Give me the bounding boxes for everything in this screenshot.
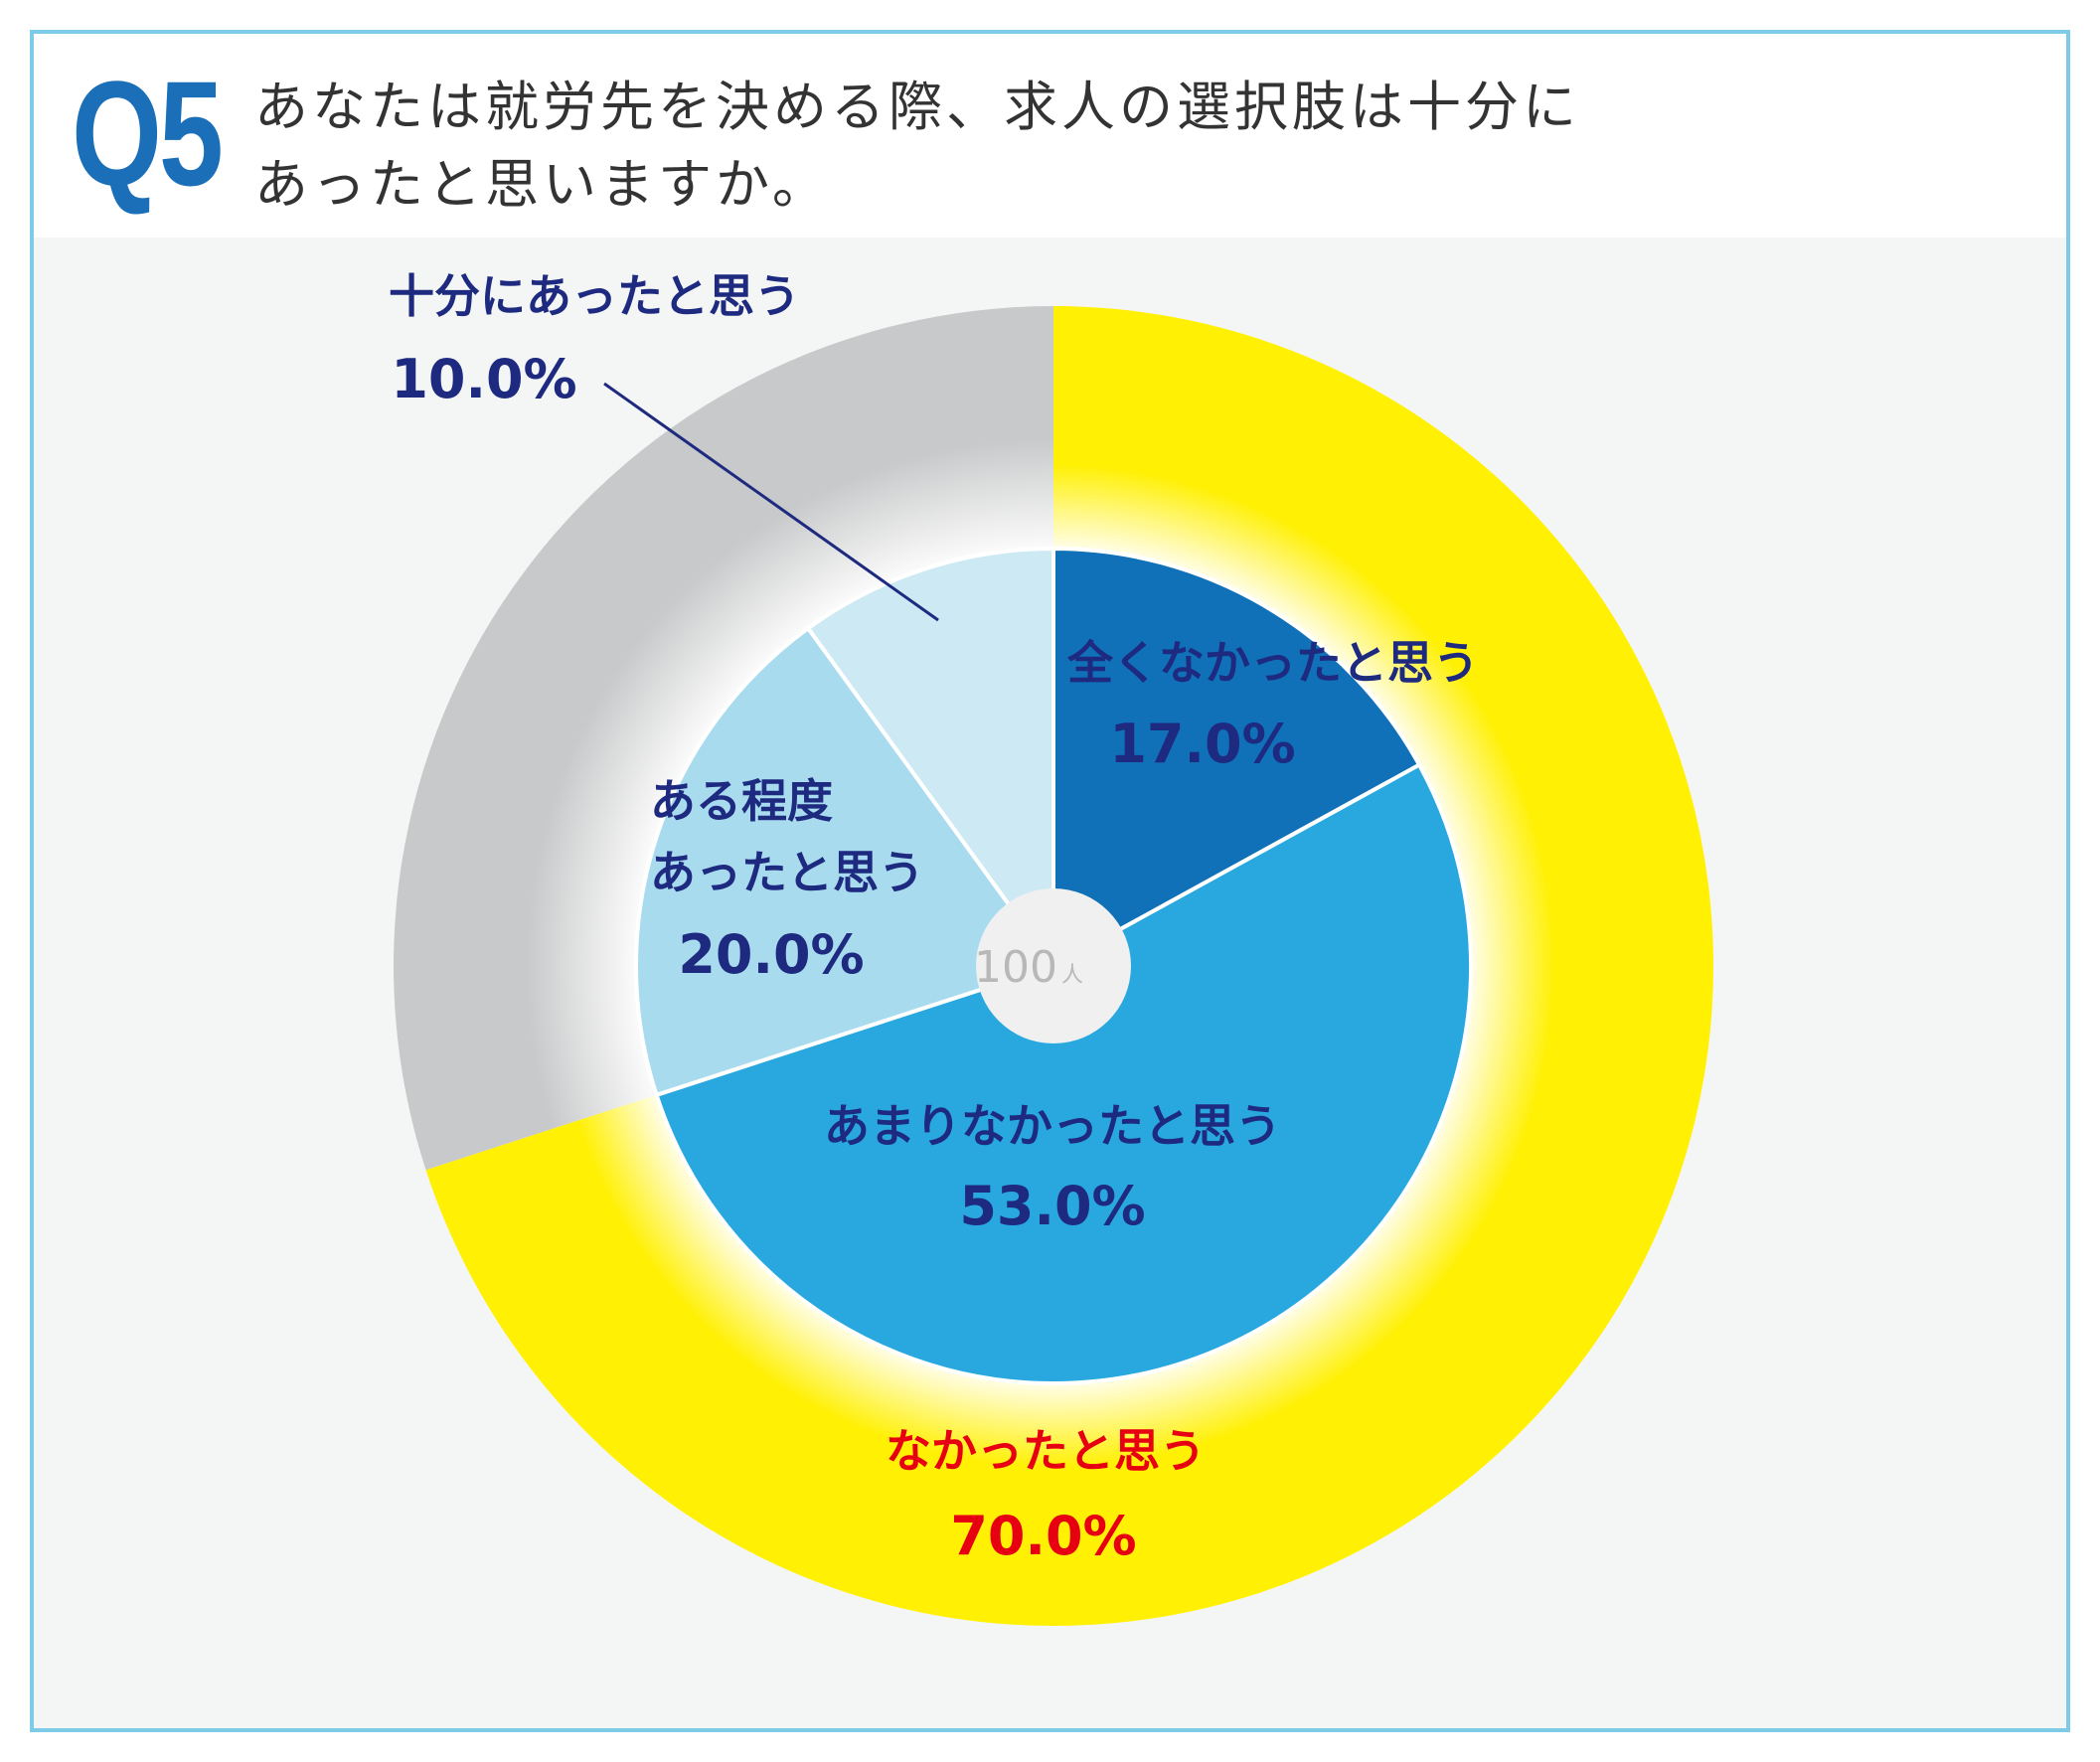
label-sufficient: 十分にあったと思う — [389, 269, 800, 323]
label-not-at-all: 全くなかったと思う — [1066, 636, 1479, 690]
label-somewhat-line2: あったと思う — [650, 846, 924, 899]
inner-slice-sufficient — [806, 547, 1055, 968]
label-somewhat-line1: ある程度 — [650, 774, 833, 828]
chart-card: Q5 あなたは就労先を決める際、求人の選択肢は十分に あったと思いますか。 10… — [30, 30, 2070, 1732]
value-somewhat: 20.0% — [678, 923, 864, 986]
inner-slice-somewhat — [634, 626, 1055, 1097]
label-not-enough: なかったと思う — [886, 1424, 1206, 1478]
leader-line-sufficient — [603, 382, 939, 622]
donut-chart: 100 人 全くなかったと思う 17.0% あまりなかったと思う 53.0% あ… — [389, 269, 1714, 1626]
center-value: 100 — [974, 942, 1057, 993]
inner-slice-not-at-all — [1051, 547, 1422, 968]
value-sufficient: 10.0% — [391, 348, 576, 410]
value-not-at-all: 17.0% — [1109, 713, 1295, 775]
inner-ring — [634, 547, 1473, 1385]
question-number: Q5 — [72, 50, 224, 217]
question-line-1: あなたは就労先を決める際、求人の選択肢は十分に — [254, 76, 1580, 138]
value-not-much: 53.0% — [959, 1175, 1145, 1237]
value-not-enough: 70.0% — [950, 1505, 1136, 1567]
center-unit: 人 — [1061, 963, 1083, 988]
label-not-much: あまりなかったと思う — [824, 1099, 1281, 1153]
question-text: あなたは就労先を決める際、求人の選択肢は十分に あったと思いますか。 — [254, 69, 1745, 224]
inner-slice-not-much — [654, 762, 1473, 1385]
question-line-2: あったと思いますか。 — [254, 153, 830, 216]
center-circle — [976, 888, 1131, 1043]
